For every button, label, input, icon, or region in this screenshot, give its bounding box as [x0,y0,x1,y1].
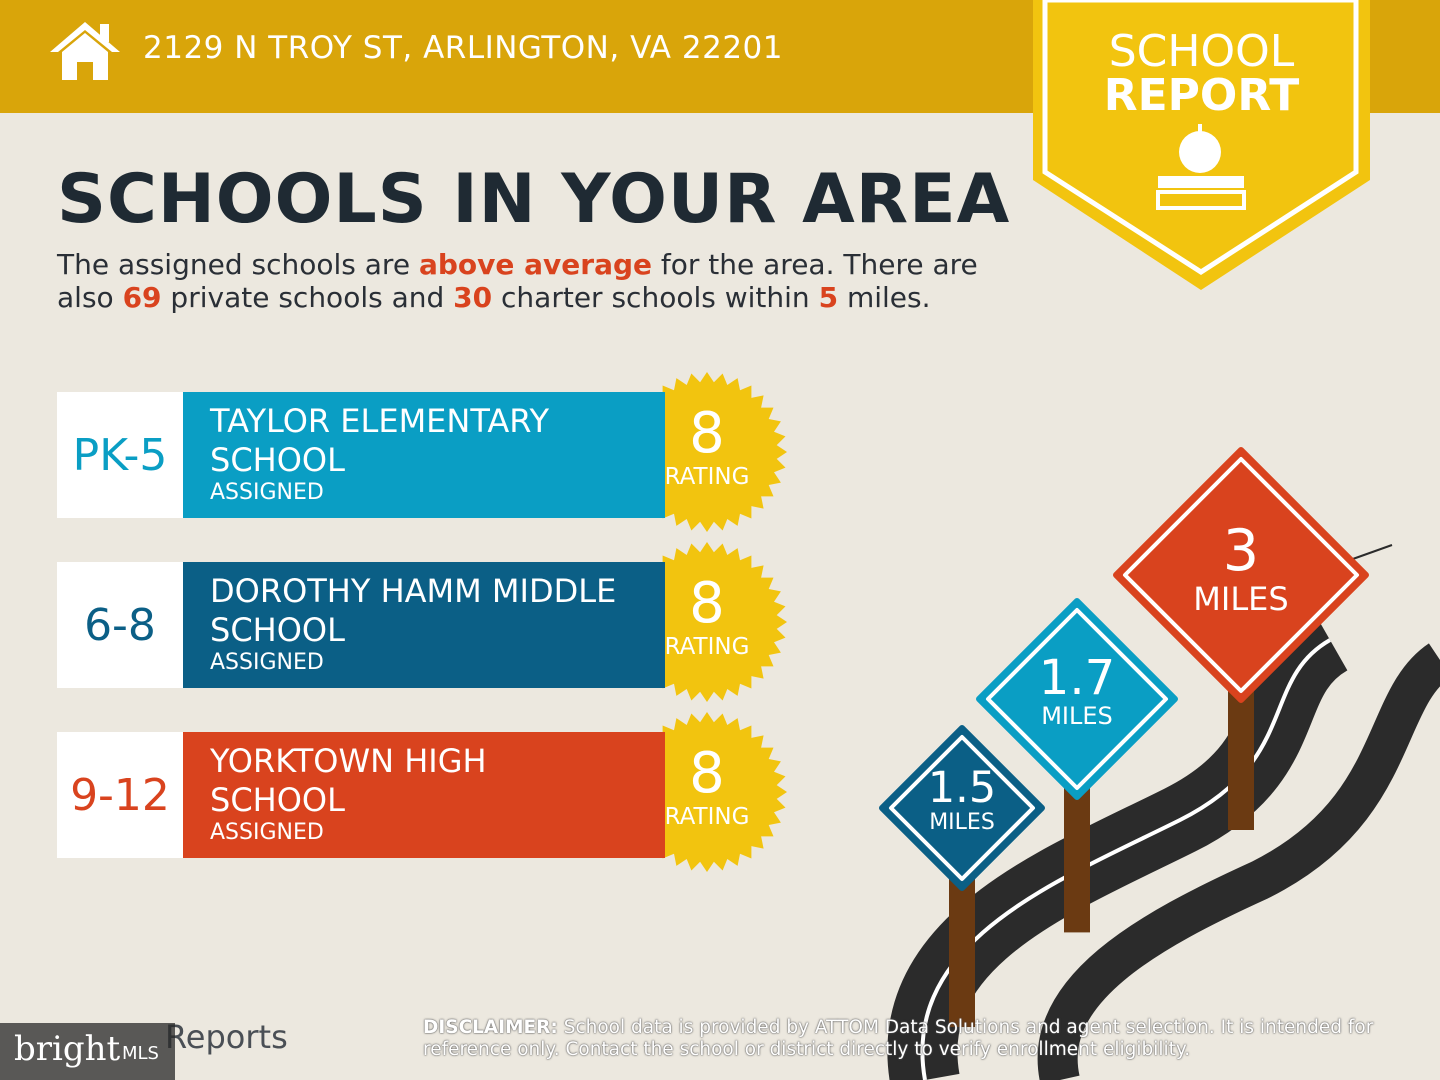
road-line [920,638,1331,1080]
sign [976,598,1178,800]
school-name: TAYLOR ELEMENTARY SCHOOL [210,402,550,479]
grade-box: 9-12 [57,732,183,858]
rating-seal [627,712,787,872]
school-status: ASSIGNED [210,820,324,845]
badge-line: SCHOOL [1108,26,1295,77]
rating-seal [627,542,787,702]
intro-highlight: above average [418,248,652,281]
watermark: bright MLS [0,1023,175,1080]
badge-border [1042,0,1359,275]
disclaimer: DISCLAIMER: School data is provided by A… [423,1017,1383,1061]
rating-value: 8 [689,401,725,466]
sign-border [889,735,1035,881]
sign-unit: MILES [929,809,995,835]
road-edge [1037,643,1440,1080]
intro-highlight: 5 [818,281,839,314]
intro: The assigned schools are above average f… [57,248,1017,314]
rating: 8 RATING [627,741,787,831]
rating-value: 8 [689,741,725,806]
sign-unit: MILES [1041,702,1113,731]
intro-text: The assigned schools are [57,248,419,281]
school-status: ASSIGNED [210,650,324,675]
sign-border [986,608,1168,790]
brand: Reports [165,1018,288,1056]
school-status: ASSIGNED [210,480,324,505]
rating-label: RATING [664,464,750,490]
sign-value: 3 [1222,518,1260,584]
sign-value: 1.7 [1038,650,1116,706]
school-name: DOROTHY HAMM MIDDLE SCHOOL [210,572,617,649]
home-icon [50,22,120,80]
intro-text: miles. [838,281,931,314]
rating: 8 RATING [627,401,787,491]
badge-line: REPORT [1103,70,1300,121]
sign-value: 1.5 [927,763,997,813]
intro-highlight: 30 [453,281,493,314]
sign [1113,447,1369,703]
disclaimer-label: DISCLAIMER: [423,1017,558,1038]
address: 2129 N TROY ST, ARLINGTON, VA 22201 [143,30,783,66]
school-name: YORKTOWN HIGH SCHOOL [210,742,487,819]
school-bar: YORKTOWN HIGH SCHOOL ASSIGNED [183,732,665,858]
school-bar: TAYLOR ELEMENTARY SCHOOL ASSIGNED [183,392,665,518]
sign-text: 1.5 MILES [862,767,1062,835]
intro-text: charter schools within [492,281,819,314]
apple-books-icon [1156,124,1246,210]
sign [879,725,1045,891]
rating-label: RATING [664,804,750,830]
sign-unit: MILES [1193,580,1289,619]
title: SCHOOLS IN YOUR AREA [57,160,1011,239]
intro-text: for the area. There are also [57,248,978,314]
school-bar: DOROTHY HAMM MIDDLE SCHOOL ASSIGNED [183,562,665,688]
rating: 8 RATING [627,571,787,661]
grade-box: PK-5 [57,392,183,518]
grade-box: 6-8 [57,562,183,688]
intro-text: private schools and [161,281,454,314]
sign-text: 1.7 MILES [977,654,1177,730]
sign-post [949,872,975,1027]
rating-seal [627,372,787,532]
intro-highlight: 69 [122,281,162,314]
badge-text: SCHOOL REPORT [1033,30,1370,118]
sign-border [1123,457,1359,693]
rating-label: RATING [664,634,750,660]
watermark-text: bright [14,1029,121,1069]
road-mark [1349,544,1393,561]
sign-text: 3 MILES [1141,518,1341,619]
watermark-suffix: MLS [122,1043,159,1064]
rating-value: 8 [689,571,725,636]
disclaimer-text: School data is provided by ATTOM Data So… [423,1017,1374,1060]
sign-post [1064,777,1090,933]
